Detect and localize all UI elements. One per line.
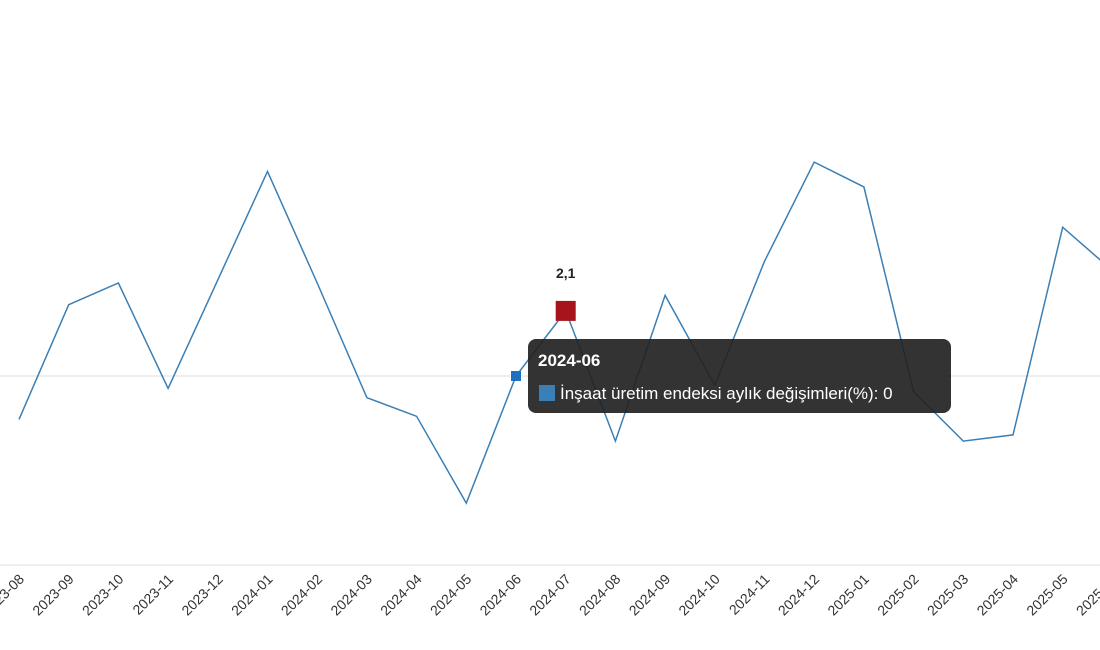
tooltip-box <box>528 339 951 413</box>
x-tick-label: 2024-03 <box>327 571 375 619</box>
x-tick-label: 2024-08 <box>576 571 624 619</box>
x-tick-label: 2024-09 <box>626 571 674 619</box>
x-tick-label: 2023-12 <box>178 571 226 619</box>
tooltip: 2024-06 İnşaat üretim endeksi aylık deği… <box>528 339 951 413</box>
hover-point <box>511 371 521 381</box>
tooltip-swatch <box>539 385 555 401</box>
x-tick-label: 2023-08 <box>0 571 27 619</box>
x-tick-label: 2024-02 <box>278 571 326 619</box>
highlight-point <box>555 300 576 321</box>
plot-area: 2,1 <box>0 161 1100 505</box>
tooltip-title: 2024-06 <box>538 351 600 370</box>
x-tick-label: 2024-05 <box>427 571 475 619</box>
x-tick-label: 2024-12 <box>775 571 823 619</box>
data-label: 2,1 <box>556 265 576 281</box>
x-tick-label: 2024-10 <box>675 571 723 619</box>
tooltip-value: 0 <box>883 384 892 403</box>
x-tick-label: 2025-02 <box>874 571 922 619</box>
x-tick-label: 2025-01 <box>824 571 872 619</box>
x-tick-label: 2024-07 <box>526 571 574 619</box>
x-tick-label: 2023-09 <box>29 571 77 619</box>
series-line <box>18 161 1100 505</box>
x-tick-label: 2023-10 <box>79 571 127 619</box>
x-tick-label: 2024-04 <box>377 571 425 619</box>
x-tick-label: 2024-01 <box>228 571 276 619</box>
x-tick-label: 2024-11 <box>726 571 773 618</box>
x-tick-label: 2025-06 <box>1073 571 1100 619</box>
x-tick-label: 2024-06 <box>476 571 524 619</box>
tooltip-item: İnşaat üretim endeksi aylık değişimleri(… <box>560 384 893 403</box>
x-tick-label: 2025-03 <box>924 571 972 619</box>
tooltip-series: İnşaat üretim endeksi aylık değişimleri(… <box>560 384 874 403</box>
x-tick-label: 2025-05 <box>1023 571 1071 619</box>
x-tick-label: 2023-11 <box>129 571 176 618</box>
x-tick-label: 2025-04 <box>973 571 1021 619</box>
